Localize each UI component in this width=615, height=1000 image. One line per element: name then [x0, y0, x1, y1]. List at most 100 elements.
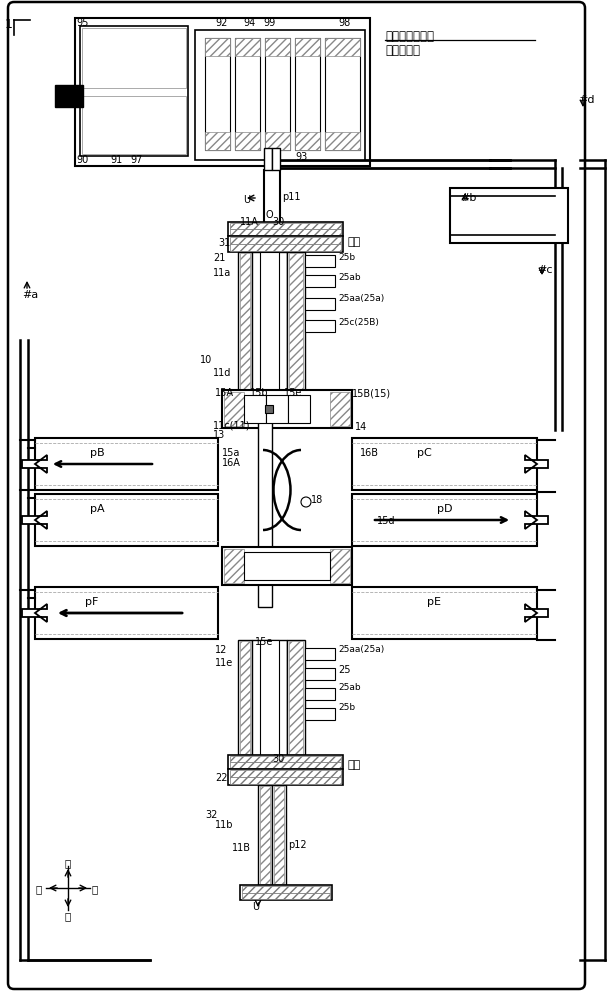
Text: 15a: 15a — [222, 448, 240, 458]
Bar — [295, 38, 320, 150]
Bar — [224, 392, 244, 426]
Bar — [252, 252, 287, 397]
Bar — [287, 640, 305, 755]
Text: pD: pD — [437, 504, 453, 514]
Text: 下: 下 — [65, 911, 71, 921]
Text: pE: pE — [427, 597, 441, 607]
Text: 左: 左 — [36, 884, 42, 894]
Text: pC: pC — [417, 448, 432, 458]
Bar — [330, 549, 350, 583]
Bar — [330, 392, 350, 426]
Bar — [224, 549, 244, 583]
Text: 25aa(25a): 25aa(25a) — [338, 645, 384, 654]
Bar — [258, 785, 272, 885]
Bar — [265, 132, 290, 150]
Bar — [305, 298, 335, 310]
Text: 25aa(25a): 25aa(25a) — [338, 294, 384, 303]
Bar — [266, 395, 288, 423]
Bar — [242, 886, 330, 893]
Text: 10: 10 — [200, 355, 212, 365]
Text: 低压: 低压 — [347, 237, 360, 247]
Bar — [205, 132, 230, 150]
Text: 30: 30 — [272, 754, 284, 764]
Bar — [305, 320, 335, 332]
Bar — [35, 494, 218, 546]
Text: 98: 98 — [338, 18, 351, 28]
Text: pA: pA — [90, 504, 105, 514]
Bar — [325, 38, 360, 56]
Bar — [305, 255, 335, 267]
Bar — [264, 148, 272, 170]
Bar — [287, 252, 305, 397]
Bar — [228, 769, 343, 785]
Text: 11a: 11a — [213, 268, 231, 278]
Text: #c: #c — [537, 265, 552, 275]
Text: 15A: 15A — [215, 388, 234, 398]
Bar — [230, 229, 341, 235]
Polygon shape — [525, 455, 548, 473]
Text: 右: 右 — [92, 884, 98, 894]
Text: 16A: 16A — [222, 458, 241, 468]
Text: 15B(15): 15B(15) — [352, 388, 391, 398]
Bar — [260, 786, 270, 884]
Text: 21: 21 — [213, 253, 225, 263]
Bar — [235, 132, 260, 150]
Text: 11c(11): 11c(11) — [213, 420, 250, 430]
FancyBboxPatch shape — [8, 2, 585, 989]
Bar — [325, 38, 360, 150]
Text: 31: 31 — [218, 238, 230, 248]
Bar — [222, 390, 352, 428]
Bar — [260, 252, 279, 397]
Text: U: U — [252, 902, 259, 912]
Bar — [240, 253, 250, 396]
Polygon shape — [22, 604, 47, 622]
Bar — [272, 148, 280, 170]
Polygon shape — [22, 455, 47, 473]
Bar — [305, 648, 335, 660]
Bar — [244, 552, 330, 580]
Text: 11B: 11B — [232, 843, 251, 853]
Text: 15d: 15d — [377, 516, 395, 526]
Text: 上: 上 — [65, 858, 71, 868]
Text: 94: 94 — [243, 18, 255, 28]
Bar — [205, 38, 230, 56]
Bar — [230, 770, 341, 777]
Bar — [295, 38, 320, 56]
Text: 91: 91 — [110, 155, 122, 165]
Polygon shape — [22, 511, 47, 529]
Bar — [35, 438, 218, 490]
Bar — [265, 38, 290, 56]
Bar — [265, 405, 273, 413]
Bar — [352, 494, 537, 546]
Text: 25ab: 25ab — [338, 273, 360, 282]
Bar — [240, 885, 332, 900]
Text: 11d: 11d — [213, 368, 231, 378]
Bar — [289, 641, 303, 754]
Text: 99: 99 — [263, 18, 276, 28]
Text: 11b: 11b — [215, 820, 234, 830]
Text: 25b: 25b — [338, 253, 355, 262]
Text: 97: 97 — [130, 155, 143, 165]
Text: 14: 14 — [355, 422, 367, 432]
Polygon shape — [525, 604, 548, 622]
Text: 25ab: 25ab — [338, 683, 360, 692]
Text: #a: #a — [22, 290, 38, 300]
Text: O: O — [265, 210, 272, 220]
Text: 11A: 11A — [240, 217, 259, 227]
Bar — [228, 755, 343, 769]
Bar — [252, 640, 287, 755]
Bar — [55, 85, 83, 107]
Text: 通电：断开: 通电：断开 — [385, 44, 420, 57]
Text: 11e: 11e — [215, 658, 233, 668]
Bar — [230, 237, 341, 244]
Text: 22: 22 — [215, 773, 228, 783]
Bar — [238, 252, 252, 397]
Text: 95: 95 — [76, 18, 89, 28]
Bar — [35, 587, 218, 639]
Bar — [230, 756, 341, 762]
Bar — [272, 785, 286, 885]
Bar — [305, 275, 335, 287]
Text: 32: 32 — [205, 810, 217, 820]
Text: 25: 25 — [338, 665, 351, 675]
Bar — [230, 777, 341, 784]
